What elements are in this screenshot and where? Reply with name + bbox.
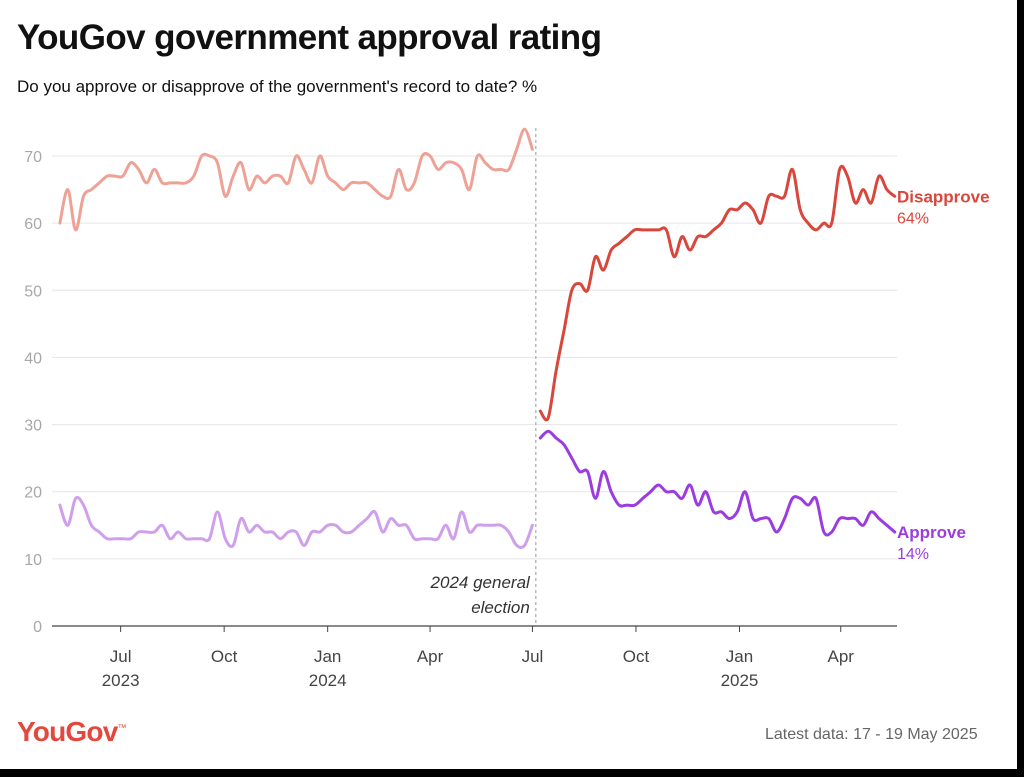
- y-tick-label: 70: [24, 149, 42, 166]
- y-tick-label: 0: [33, 619, 42, 636]
- disapprove-line-before-election: [58, 127, 534, 232]
- y-tick-label: 40: [24, 350, 42, 367]
- y-tick-label: 20: [24, 485, 42, 502]
- approve-line-before-election: [58, 495, 534, 550]
- brand-text: YouGov: [17, 716, 118, 747]
- x-tick-year: 2024: [309, 671, 347, 690]
- x-tick-label: Apr: [417, 647, 444, 666]
- y-tick-label: 30: [24, 418, 42, 435]
- y-tick-label: 50: [24, 283, 42, 300]
- approve-line-after-election: [538, 429, 897, 537]
- approve-series-label: Approve: [897, 523, 966, 542]
- chart-subtitle: Do you approve or disapprove of the gove…: [17, 77, 538, 96]
- disapprove-line-after-election: [538, 164, 897, 422]
- x-tick-label: Oct: [623, 647, 650, 666]
- disapprove-end-value: 64%: [897, 210, 929, 227]
- y-tick-label: 60: [24, 216, 42, 233]
- x-tick-label: Jul: [522, 647, 544, 666]
- approve-end-value: 14%: [897, 546, 929, 563]
- y-axis: 0 10 20 30 40 50 60 70: [24, 149, 42, 636]
- x-tick-year: 2023: [102, 671, 140, 690]
- x-tick-label: Jul: [110, 647, 132, 666]
- series-end-labels: Disapprove 64% Approve 14%: [897, 187, 990, 563]
- line-chart: 0 10 20 30 40 50 60 70 Jul 2023 Oct Jan 2024 Apr Jul O…: [24, 127, 990, 690]
- y-tick-label: 10: [24, 552, 42, 569]
- election-label: election: [471, 598, 530, 617]
- disapprove-series-label: Disapprove: [897, 187, 990, 206]
- yougov-logo: YouGov™: [17, 716, 126, 748]
- x-tick-year: 2025: [721, 671, 759, 690]
- election-label: 2024 general: [430, 573, 531, 592]
- chart-title: YouGov government approval rating: [17, 18, 602, 57]
- x-tick-label: Oct: [211, 647, 238, 666]
- series-lines: [58, 127, 897, 550]
- x-tick-label: Apr: [828, 647, 855, 666]
- x-tick-label: Jan: [314, 647, 341, 666]
- gridlines: [52, 155, 897, 627]
- x-tick-label: Jan: [726, 647, 753, 666]
- trademark-mark: ™: [117, 722, 127, 733]
- x-axis: Jul 2023 Oct Jan 2024 Apr Jul Oct Jan 2025 Apr: [102, 626, 855, 690]
- election-annotation: 2024 general election: [430, 128, 537, 626]
- latest-data-note: Latest data: 17 - 19 May 2025: [765, 726, 978, 743]
